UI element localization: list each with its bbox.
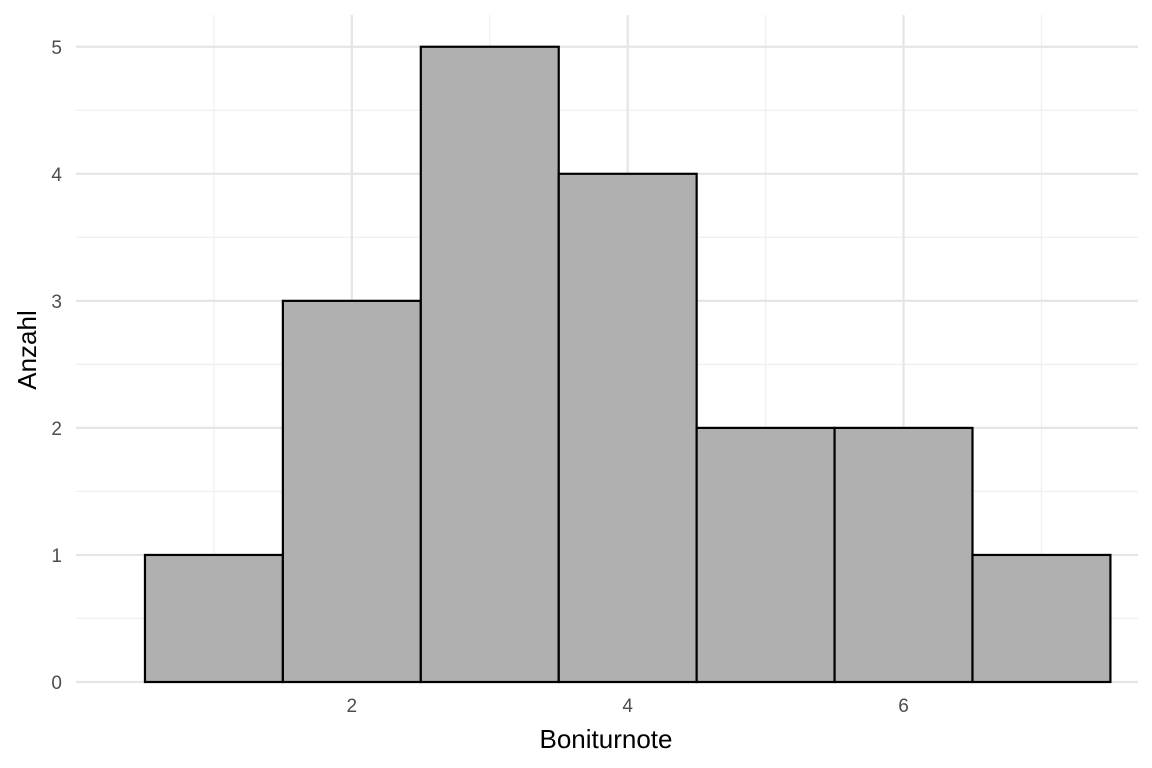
y-tick-label: 3 <box>51 292 62 313</box>
y-tick-label: 2 <box>51 419 62 440</box>
histogram-bar <box>833 426 974 684</box>
histogram-bar <box>695 426 836 684</box>
histogram-bar <box>143 553 284 684</box>
x-tick-label: 2 <box>347 696 358 717</box>
histogram-bar <box>557 172 698 684</box>
y-tick-label: 1 <box>51 546 62 567</box>
histogram-bar <box>281 299 422 684</box>
x-axis-title: Boniturnote <box>540 724 673 754</box>
histogram-bar <box>419 45 560 684</box>
y-axis-title: Anzahl <box>12 310 42 390</box>
histogram-bar <box>971 553 1112 684</box>
y-axis-tick-labels: 0 1 2 3 4 5 <box>51 38 62 694</box>
histogram-bars <box>143 45 1112 684</box>
y-tick-label: 0 <box>51 673 62 694</box>
y-tick-label: 4 <box>51 165 62 186</box>
x-tick-label: 6 <box>898 696 909 717</box>
y-tick-label: 5 <box>51 38 62 59</box>
x-axis-tick-labels: 2 4 6 <box>347 696 909 717</box>
x-tick-label: 4 <box>622 696 633 717</box>
